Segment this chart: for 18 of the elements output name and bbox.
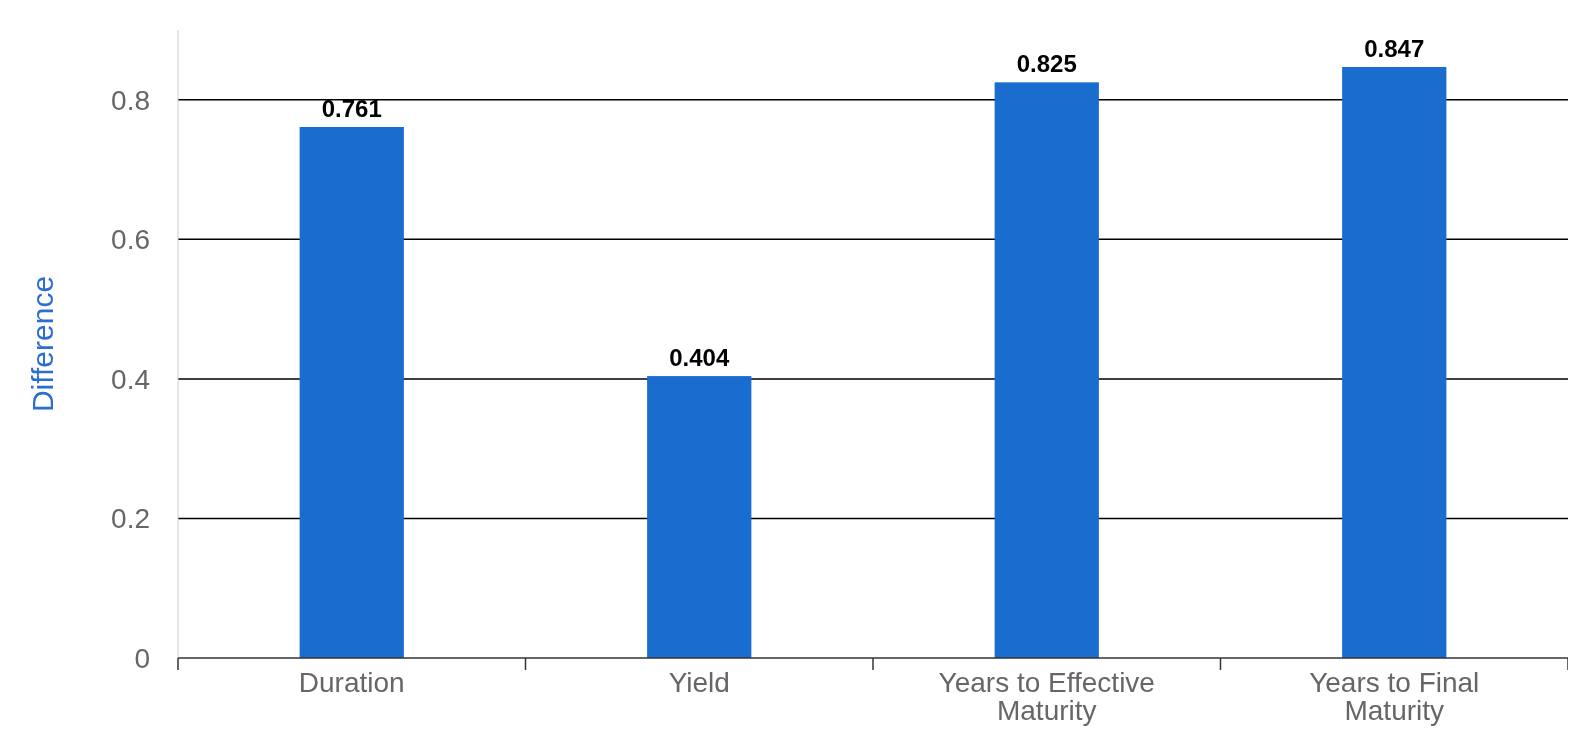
- data-label: 0.825: [1016, 50, 1077, 78]
- data-label: 0.761: [321, 94, 382, 122]
- y-tick-label: 0.8: [111, 84, 150, 116]
- y-tick-label: 0.4: [111, 363, 150, 395]
- y-tick-label: 0: [134, 642, 150, 674]
- x-tick-label: Yield: [668, 667, 730, 698]
- x-tick-label: Years to Effective Maturity: [938, 667, 1155, 726]
- y-tick-label: 0.6: [111, 224, 150, 256]
- bar: [994, 82, 1099, 658]
- x-tick-label: Duration: [298, 667, 405, 698]
- bar: [647, 376, 752, 658]
- bar: [299, 126, 404, 658]
- y-axis-title: Difference: [26, 275, 59, 413]
- y-tick-label: 0.2: [111, 503, 150, 535]
- data-label: 0.404: [669, 344, 730, 372]
- bar: [1342, 66, 1447, 658]
- data-label: 0.847: [1364, 34, 1425, 62]
- x-tick-label: Years to Final Maturity: [1309, 667, 1480, 726]
